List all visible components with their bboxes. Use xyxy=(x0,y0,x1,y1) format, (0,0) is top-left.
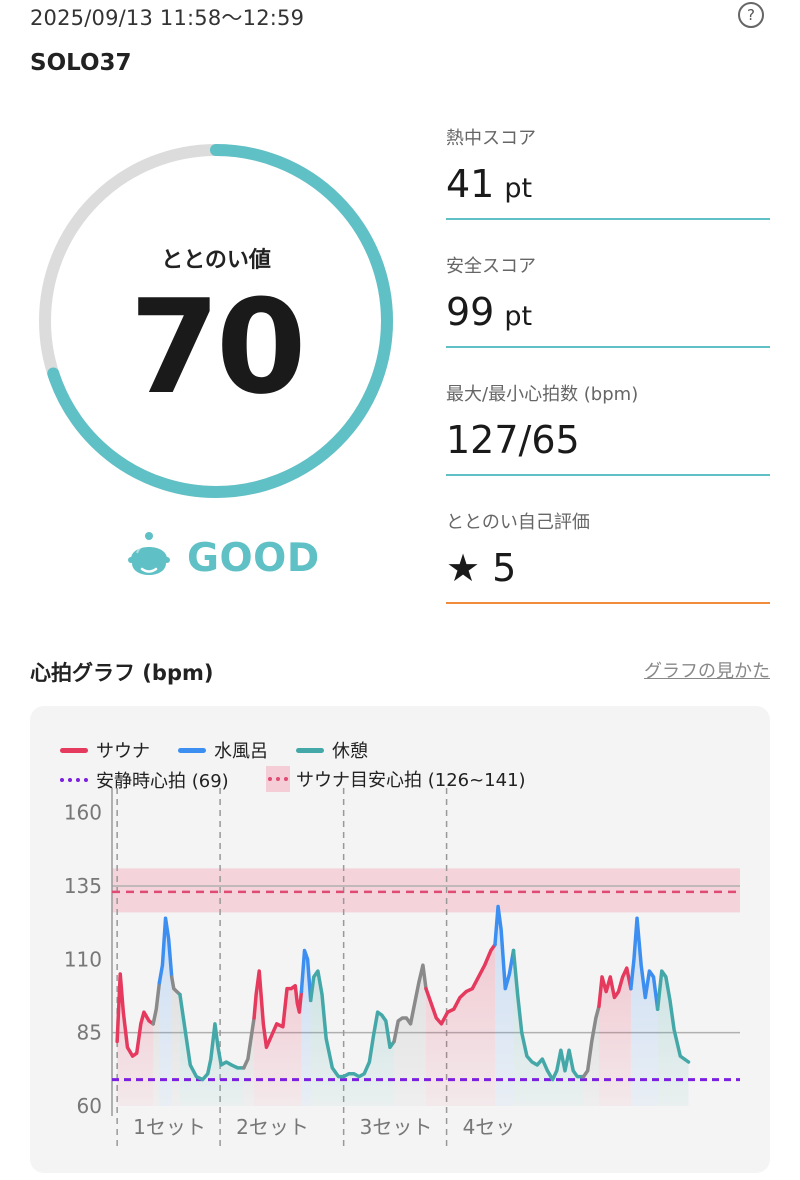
metric-label: 熱中スコア xyxy=(446,128,536,149)
sauna-line xyxy=(597,966,633,1009)
set-label: 3セット xyxy=(360,1115,433,1139)
y-tick-label: 85 xyxy=(77,1021,102,1045)
legend-swatch xyxy=(296,747,324,753)
transition-line xyxy=(242,1016,256,1070)
transition-area xyxy=(171,976,180,1106)
transition-area xyxy=(153,982,160,1106)
rest-area xyxy=(513,950,584,1106)
legend-item-sauna: サウナ xyxy=(60,737,150,763)
transition-line xyxy=(151,981,162,1026)
set-label: 2セット xyxy=(236,1115,309,1139)
cold-area xyxy=(494,906,514,1106)
hr-series xyxy=(112,890,740,1106)
metric-underline xyxy=(446,602,770,604)
sauna-area xyxy=(598,968,631,1106)
set-label: 1セット xyxy=(133,1115,206,1139)
rating-badge: GOOD xyxy=(125,530,320,586)
legend-swatch xyxy=(60,747,88,753)
cold-line xyxy=(493,904,516,991)
metric-heat-score: 熱中スコア 41 pt xyxy=(446,124,770,220)
transition-area xyxy=(394,965,426,1106)
metric-value: 127/65 xyxy=(446,418,580,462)
metric-label: 安全スコア xyxy=(446,256,536,277)
legend-swatch xyxy=(266,766,290,792)
metric-label: 最大/最小心拍数 (bpm) xyxy=(446,384,639,405)
gauge-value: 70 xyxy=(129,271,307,423)
metric-label: ととのい自己評価 xyxy=(446,512,590,533)
transition-line xyxy=(581,1004,601,1079)
set-label: 4セッ xyxy=(463,1115,516,1139)
legend-label: サウナ xyxy=(96,741,150,762)
y-tick-label: 60 xyxy=(77,1094,102,1118)
legend-swatch xyxy=(60,778,88,782)
rest-line xyxy=(178,992,246,1082)
legend-swatch xyxy=(178,747,206,753)
metric-value: 41 pt xyxy=(446,162,533,206)
rest-line xyxy=(655,969,691,1064)
legend-label: 水風呂 xyxy=(214,741,268,762)
sauna-hat-face-icon xyxy=(128,532,170,575)
legend-item-cold: 水風呂 xyxy=(178,737,268,763)
y-tick-label: 110 xyxy=(64,947,102,971)
legend-label: 安静時心拍 (69) xyxy=(96,771,229,792)
sauna-area xyxy=(254,971,302,1106)
metric-safety-score: 安全スコア 99 pt xyxy=(446,252,770,348)
y-tick-label: 135 xyxy=(64,874,102,898)
metric-underline xyxy=(446,218,770,220)
cold-line xyxy=(299,948,313,1003)
cold-line xyxy=(157,916,174,985)
rating-text: GOOD xyxy=(187,535,320,581)
session-datetime: 2025/09/13 11:58〜12:59 xyxy=(30,6,305,30)
sauna-line xyxy=(252,969,304,1050)
legend-item-target-band: サウナ目安心拍 (126~141) xyxy=(266,766,526,792)
transition-line xyxy=(392,963,428,1044)
heart-rate-chart: 160 135 110 85 60 1セット 2セット 3セット 4セッ xyxy=(64,788,740,1146)
y-tick-label: 160 xyxy=(64,801,102,825)
rest-area xyxy=(657,971,689,1106)
gauge-label: ととのい値 xyxy=(161,248,271,273)
sauna-area xyxy=(117,974,154,1106)
sauna-area xyxy=(426,944,495,1106)
gauge-fill xyxy=(39,144,393,498)
help-icon[interactable]: ? xyxy=(738,2,764,28)
graph-help-link[interactable]: グラフの見かた xyxy=(644,661,770,682)
metric-underline xyxy=(446,346,770,348)
transition-line xyxy=(169,975,182,997)
metric-underline xyxy=(446,474,770,476)
graph-title: 心拍グラフ (bpm) xyxy=(30,661,214,685)
legend-label: サウナ目安心拍 (126~141) xyxy=(296,770,526,791)
cold-area xyxy=(159,918,172,1106)
legend-label: 休憩 xyxy=(332,741,368,762)
cold-area xyxy=(630,918,658,1106)
target-band xyxy=(112,868,740,913)
sauna-line xyxy=(115,972,155,1058)
legend-item-resting-hr: 安静時心拍 (69) xyxy=(60,767,229,793)
metric-self-rating: ととのい自己評価 ★ 5 xyxy=(446,508,770,604)
metric-value: ★ 5 xyxy=(446,546,517,590)
metric-value: 99 pt xyxy=(446,290,533,334)
facility-name: SOLO37 xyxy=(30,50,132,76)
sauna-line xyxy=(424,942,497,1026)
rest-line xyxy=(511,948,586,1082)
legend-item-rest: 休憩 xyxy=(296,737,368,763)
rest-line xyxy=(308,969,396,1079)
metric-heart-rate: 最大/最小心拍数 (bpm) 127/65 xyxy=(446,380,770,476)
totonoi-gauge xyxy=(39,144,393,498)
rest-area xyxy=(310,971,395,1106)
cold-line xyxy=(629,916,660,1011)
